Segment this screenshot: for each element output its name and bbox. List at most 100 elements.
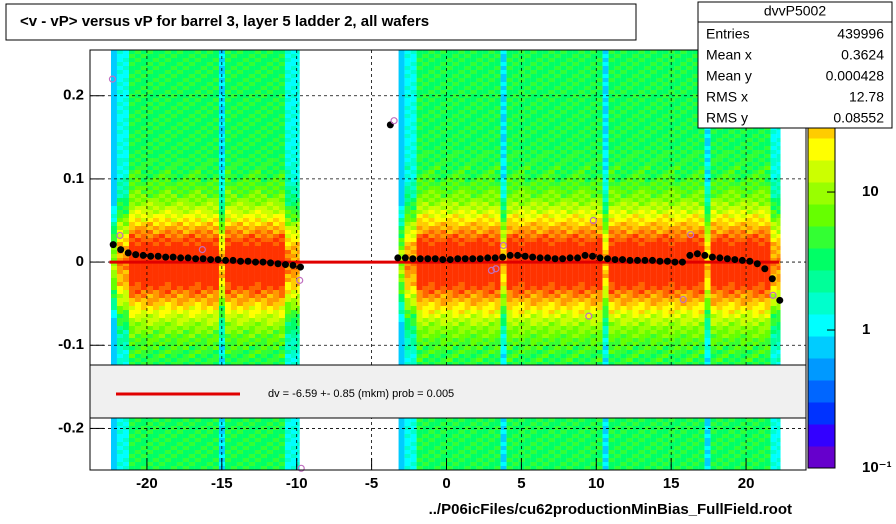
heat-cell	[236, 238, 243, 242]
heat-cell	[416, 50, 423, 54]
heat-cell	[446, 338, 453, 342]
heat-cell	[398, 170, 405, 174]
heat-cell	[134, 58, 141, 62]
heat-cell	[176, 418, 183, 422]
heat-cell	[476, 234, 483, 238]
heat-cell	[194, 350, 201, 354]
heat-cell	[410, 418, 417, 422]
heat-cell	[488, 270, 495, 274]
heat-cell	[110, 126, 117, 130]
heat-cell	[266, 278, 273, 282]
heat-cell	[146, 62, 153, 66]
heat-cell	[464, 106, 471, 110]
heat-cell	[398, 110, 405, 114]
heat-cell	[182, 286, 189, 290]
heat-cell	[434, 278, 441, 282]
heat-cell	[440, 106, 447, 110]
heat-cell	[272, 250, 279, 254]
heat-cell	[212, 150, 219, 154]
heat-cell	[254, 206, 261, 210]
heat-cell	[122, 438, 129, 442]
heat-cell	[476, 138, 483, 142]
heat-cell	[290, 206, 297, 210]
heat-cell	[242, 130, 249, 134]
heat-cell	[128, 130, 135, 134]
heat-cell	[170, 350, 177, 354]
heat-cell	[110, 330, 117, 334]
heat-cell	[446, 302, 453, 306]
heat-cell	[434, 270, 441, 274]
heat-cell	[206, 458, 213, 462]
heat-cell	[404, 346, 411, 350]
heat-cell	[116, 62, 123, 66]
heat-cell	[452, 98, 459, 102]
heat-cell	[404, 270, 411, 274]
heat-cell	[266, 298, 273, 302]
heat-cell	[452, 90, 459, 94]
heat-cell	[458, 118, 465, 122]
heat-cell	[488, 166, 495, 170]
heat-cell	[236, 278, 243, 282]
heat-cell	[158, 310, 165, 314]
heat-cell	[170, 146, 177, 150]
heat-cell	[488, 234, 495, 238]
heat-cell	[284, 334, 291, 338]
heat-cell	[224, 162, 231, 166]
heat-cell	[422, 102, 429, 106]
heat-cell	[488, 118, 495, 122]
heat-cell	[410, 186, 417, 190]
heat-cell	[452, 418, 459, 422]
heat-cell	[110, 354, 117, 358]
heat-cell	[128, 134, 135, 138]
heat-cell	[416, 186, 423, 190]
heat-cell	[440, 266, 447, 270]
heat-cell	[476, 78, 483, 82]
heat-cell	[476, 50, 483, 54]
heat-cell	[266, 194, 273, 198]
heat-cell	[212, 126, 219, 130]
heat-cell	[296, 434, 300, 438]
heat-cell	[458, 146, 465, 150]
heat-cell	[290, 438, 297, 442]
heat-cell	[242, 226, 249, 230]
heat-cell	[290, 466, 297, 470]
heat-cell	[164, 166, 171, 170]
heat-cell	[482, 54, 489, 58]
heat-cell	[158, 462, 165, 466]
heat-cell	[140, 54, 147, 58]
heat-cell	[290, 338, 297, 342]
heat-cell	[254, 306, 261, 310]
heat-cell	[176, 98, 183, 102]
heat-cell	[398, 286, 405, 290]
heat-cell	[164, 274, 171, 278]
heat-cell	[452, 306, 459, 310]
heat-cell	[248, 326, 255, 330]
heat-cell	[464, 86, 471, 90]
heat-cell	[284, 182, 291, 186]
heat-cell	[146, 266, 153, 270]
heat-cell	[128, 102, 135, 106]
heat-cell	[254, 274, 261, 278]
heat-cell	[398, 454, 405, 458]
heat-cell	[488, 54, 495, 58]
heat-cell	[488, 102, 495, 106]
heat-cell	[470, 362, 477, 366]
heat-cell	[242, 218, 249, 222]
heat-cell	[398, 90, 405, 94]
heat-cell	[464, 346, 471, 350]
heat-cell	[230, 174, 237, 178]
heat-cell	[458, 162, 465, 166]
heat-cell	[398, 326, 405, 330]
heat-cell	[266, 454, 273, 458]
heat-cell	[470, 94, 477, 98]
heat-cell	[128, 170, 135, 174]
heat-cell	[272, 198, 279, 202]
heat-cell	[266, 242, 273, 246]
heat-cell	[446, 54, 453, 58]
heat-cell	[152, 50, 159, 54]
heat-cell	[200, 98, 207, 102]
heat-cell	[122, 262, 129, 266]
heat-cell	[410, 246, 417, 250]
heat-cell	[398, 446, 405, 450]
heat-cell	[188, 234, 195, 238]
